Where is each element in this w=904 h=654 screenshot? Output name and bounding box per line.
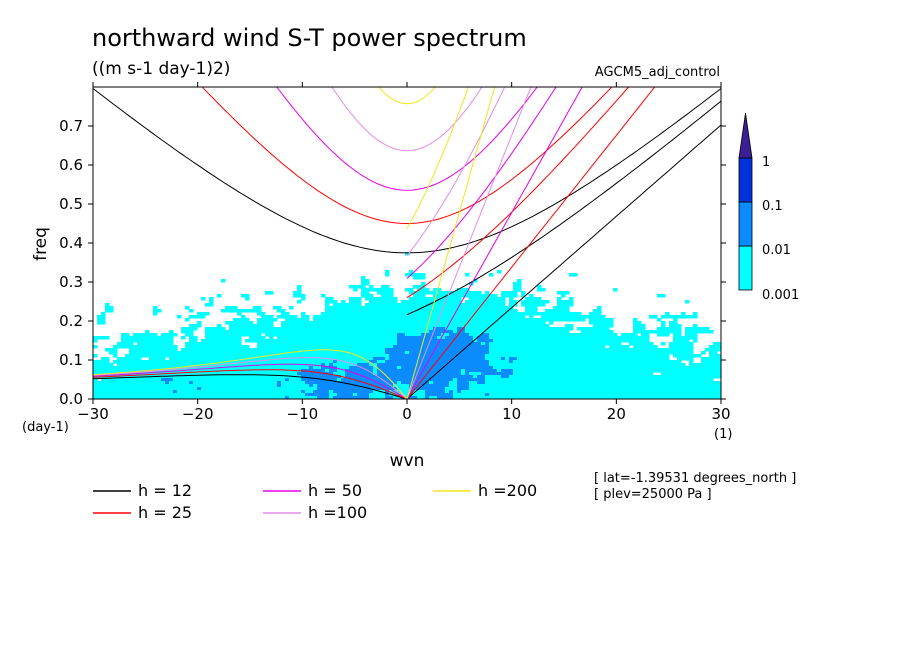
plot-area [92,86,722,400]
y-tick-label: 0.1 [59,351,83,369]
x-tick-label: −10 [287,405,319,423]
curve-50-3 [93,363,408,399]
colorbar: 0.001 0.01 0.1 1 [738,112,799,303]
colorbar-label: 1 [762,155,770,170]
legend-label: h = 50 [308,481,362,500]
y-tick-label: 0.7 [59,117,83,135]
curve-200-3 [93,349,408,399]
curve-12-0 [406,124,721,399]
curve-50-0 [406,87,583,399]
x-tick-label: 10 [502,405,521,423]
curve-25-3 [93,369,408,399]
curve-100-0 [406,87,532,399]
x-axis-label: wvn [390,451,425,471]
curve-12-2 [93,88,721,254]
y-tick-label: 0.6 [59,156,83,174]
curve-25-1 [406,87,630,299]
y-axis-label: freq [31,227,51,261]
legend-label: h =200 [478,481,537,500]
heatmap-field [93,252,721,399]
y-tick-label: 0.5 [59,195,83,213]
curve-12-3 [93,374,408,399]
curve-100-3 [93,357,408,399]
colorbar-top-triangle [738,112,753,159]
x-tick-label: 30 [711,405,730,423]
y-tick-label: 0.2 [59,312,83,330]
pressure-info: [ plev=25000 Pa ] [594,487,712,502]
legend-label: h = 12 [138,481,192,500]
legend-label: h =100 [308,503,367,522]
x-tick-label: 20 [607,405,626,423]
colorbar-label: 0.1 [762,199,783,214]
y-tick-label: 0.3 [59,273,83,291]
y-tick-label: 0.4 [59,234,83,252]
curve-12-1 [406,100,721,316]
colorbar-segment [738,201,753,247]
curve-100-2 [331,87,483,152]
x-tick-label: 0 [402,405,412,423]
curve-25-0 [406,87,656,399]
curve-200-1 [406,87,469,229]
legend: h = 12 h = 25 h = 50 h =100 h =200 [93,481,537,522]
x-axis: −30 −20 −10 0 10 20 30 [77,82,731,423]
curve-200-2 [378,87,436,105]
experiment-name: AGCM5_adj_control [595,65,720,80]
x-tick-label: −20 [182,405,214,423]
latitude-info: [ lat=-1.39531 degrees_north ] [594,471,796,486]
curve-25-2 [201,87,613,225]
dispersion-curves [93,87,721,399]
legend-label: h = 25 [138,503,192,522]
chart-units: ((m s-1 day-1)2) [92,59,230,79]
x-tick-label: −30 [77,405,109,423]
y-axis-unit: (day-1) [22,420,69,435]
colorbar-segment [738,157,753,203]
colorbar-segment [738,245,753,291]
curve-200-0 [406,87,496,399]
y-axis: 0.0 0.1 0.2 0.3 0.4 0.5 0.6 0.7 [59,117,726,408]
curve-50-2 [276,87,538,191]
y-tick-label: 0.0 [59,390,83,408]
chart-title: northward wind S-T power spectrum [92,24,527,52]
curve-100-1 [406,87,506,257]
colorbar-label: 0.001 [762,288,799,303]
colorbar-label: 0.01 [762,243,791,258]
x-axis-unit: (1) [714,427,732,442]
curve-50-1 [406,87,557,279]
